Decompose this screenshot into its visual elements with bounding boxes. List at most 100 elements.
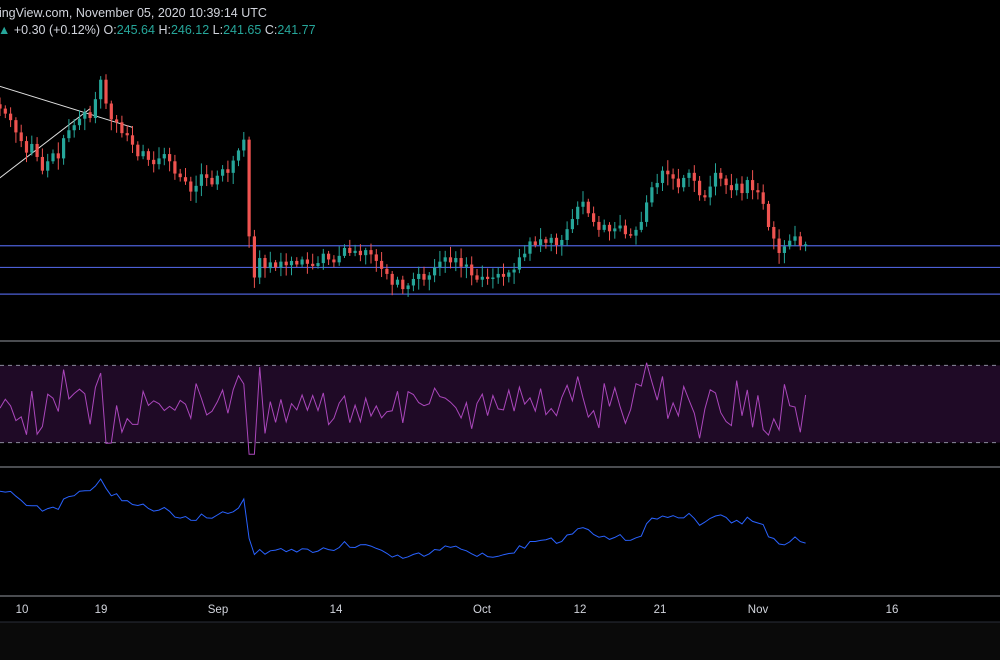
candle: [687, 172, 691, 178]
candle: [422, 273, 426, 280]
candle: [676, 178, 680, 188]
time-tick-label: 16: [886, 604, 899, 616]
candle: [125, 133, 129, 136]
candle: [671, 174, 675, 179]
candle: [221, 169, 225, 176]
candle: [3, 108, 7, 114]
candle: [289, 260, 294, 266]
candle: [35, 143, 39, 157]
candle: [337, 255, 341, 263]
close-value: 241.77: [277, 23, 316, 37]
candle: [470, 264, 474, 276]
trend-line: [0, 108, 91, 179]
candle: [199, 174, 203, 186]
candle: [300, 259, 304, 265]
candle: [576, 206, 580, 220]
candle: [83, 112, 87, 119]
candle: [205, 174, 209, 178]
candle: [660, 170, 665, 183]
candle: [411, 278, 415, 286]
candle: [72, 125, 76, 131]
candle: [443, 257, 447, 262]
candle: [115, 119, 119, 123]
candle: [311, 263, 315, 266]
candle: [565, 229, 569, 240]
candle: [454, 258, 458, 263]
candle: [104, 79, 108, 104]
candle: [464, 264, 468, 267]
candle: [724, 178, 728, 186]
candle: [554, 237, 559, 246]
candle: [173, 161, 177, 174]
candle: [14, 120, 18, 133]
time-tick-label: Nov: [748, 604, 769, 616]
candle: [247, 139, 251, 237]
candle: [703, 195, 707, 198]
candle: [242, 139, 246, 151]
candle: [528, 241, 532, 254]
candle: [475, 275, 479, 280]
candle: [24, 141, 29, 153]
candle: [427, 275, 431, 280]
rsi-band: [0, 365, 1000, 443]
candle: [761, 192, 765, 204]
chart-title: dingView.com, November 05, 2020 10:39:14…: [0, 6, 267, 20]
candle: [798, 236, 802, 246]
candle: [666, 170, 670, 175]
candle: [364, 250, 368, 256]
candle: [735, 183, 739, 191]
candle: [623, 225, 627, 235]
candle: [226, 169, 230, 173]
candle: [120, 122, 124, 134]
candle: [539, 239, 543, 246]
candle: [231, 160, 235, 173]
candle: [549, 237, 553, 243]
time-tick-label: 10: [16, 604, 29, 616]
candle: [782, 246, 786, 253]
candle: [194, 185, 198, 192]
candle: [777, 238, 781, 253]
candle: [401, 279, 405, 290]
candle: [581, 201, 585, 207]
candle: [629, 234, 633, 236]
time-tick-label: 12: [574, 604, 587, 616]
high-label: H:: [158, 23, 171, 37]
candle: [146, 151, 150, 160]
candle: [56, 153, 60, 159]
candle: [258, 258, 262, 278]
time-axis[interactable]: 10 19 Sep 14 Oct 12 21 Nov 16: [16, 604, 899, 616]
candle: [745, 180, 749, 194]
candle: [236, 150, 241, 161]
candle: [438, 261, 442, 268]
candle: [645, 202, 649, 222]
candle: [263, 258, 267, 269]
candle: [756, 190, 760, 193]
low-value: 241.65: [223, 23, 262, 37]
obv-pane[interactable]: [0, 478, 806, 559]
candle: [570, 219, 574, 230]
candle: [348, 247, 352, 253]
candle: [507, 272, 511, 277]
candle: [157, 158, 161, 165]
candle: [19, 132, 23, 142]
candle: [305, 259, 309, 264]
time-tick-label: Oct: [473, 604, 492, 616]
candle: [210, 177, 214, 185]
candle: [268, 262, 272, 269]
candle: [88, 112, 92, 118]
candle: [512, 269, 516, 273]
candle: [634, 229, 638, 236]
candle: [390, 273, 394, 285]
candle: [46, 161, 50, 171]
rsi-line: [0, 362, 807, 455]
candle: [252, 236, 256, 278]
price-change: +0.30 (+0.12%): [13, 23, 101, 37]
candle: [30, 143, 34, 153]
candle: [501, 273, 506, 277]
candle: [295, 260, 299, 265]
rsi-pane[interactable]: [0, 362, 1000, 455]
candle: [369, 250, 373, 255]
candle: [592, 213, 596, 222]
price-pane[interactable]: [0, 73, 1000, 297]
